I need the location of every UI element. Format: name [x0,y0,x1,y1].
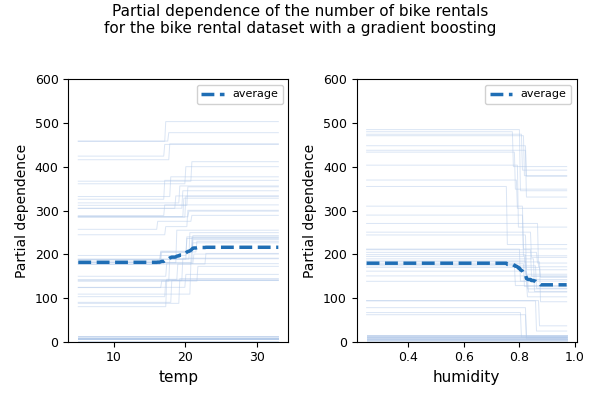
average [74,260,82,265]
average [371,261,378,266]
average [563,282,570,287]
Legend: average: average [197,85,283,104]
Y-axis label: Partial dependence: Partial dependence [15,144,29,278]
average [266,245,273,250]
average [112,260,119,265]
average [547,282,554,287]
average [259,245,266,250]
average [275,245,282,250]
X-axis label: temp: temp [158,370,199,385]
average [416,261,424,266]
average [554,282,561,287]
Legend: average: average [485,85,571,104]
average [375,261,382,266]
Line: average: average [367,263,566,285]
average [87,260,94,265]
average [202,245,209,250]
average [128,260,135,265]
X-axis label: humidity: humidity [433,370,500,385]
Text: Partial dependence of the number of bike rentals
for the bike rental dataset wit: Partial dependence of the number of bike… [104,4,496,36]
average [363,261,370,266]
average [400,261,407,266]
Line: average: average [78,247,278,262]
average [537,282,544,287]
average [83,260,90,265]
Y-axis label: Partial dependence: Partial dependence [304,144,317,278]
